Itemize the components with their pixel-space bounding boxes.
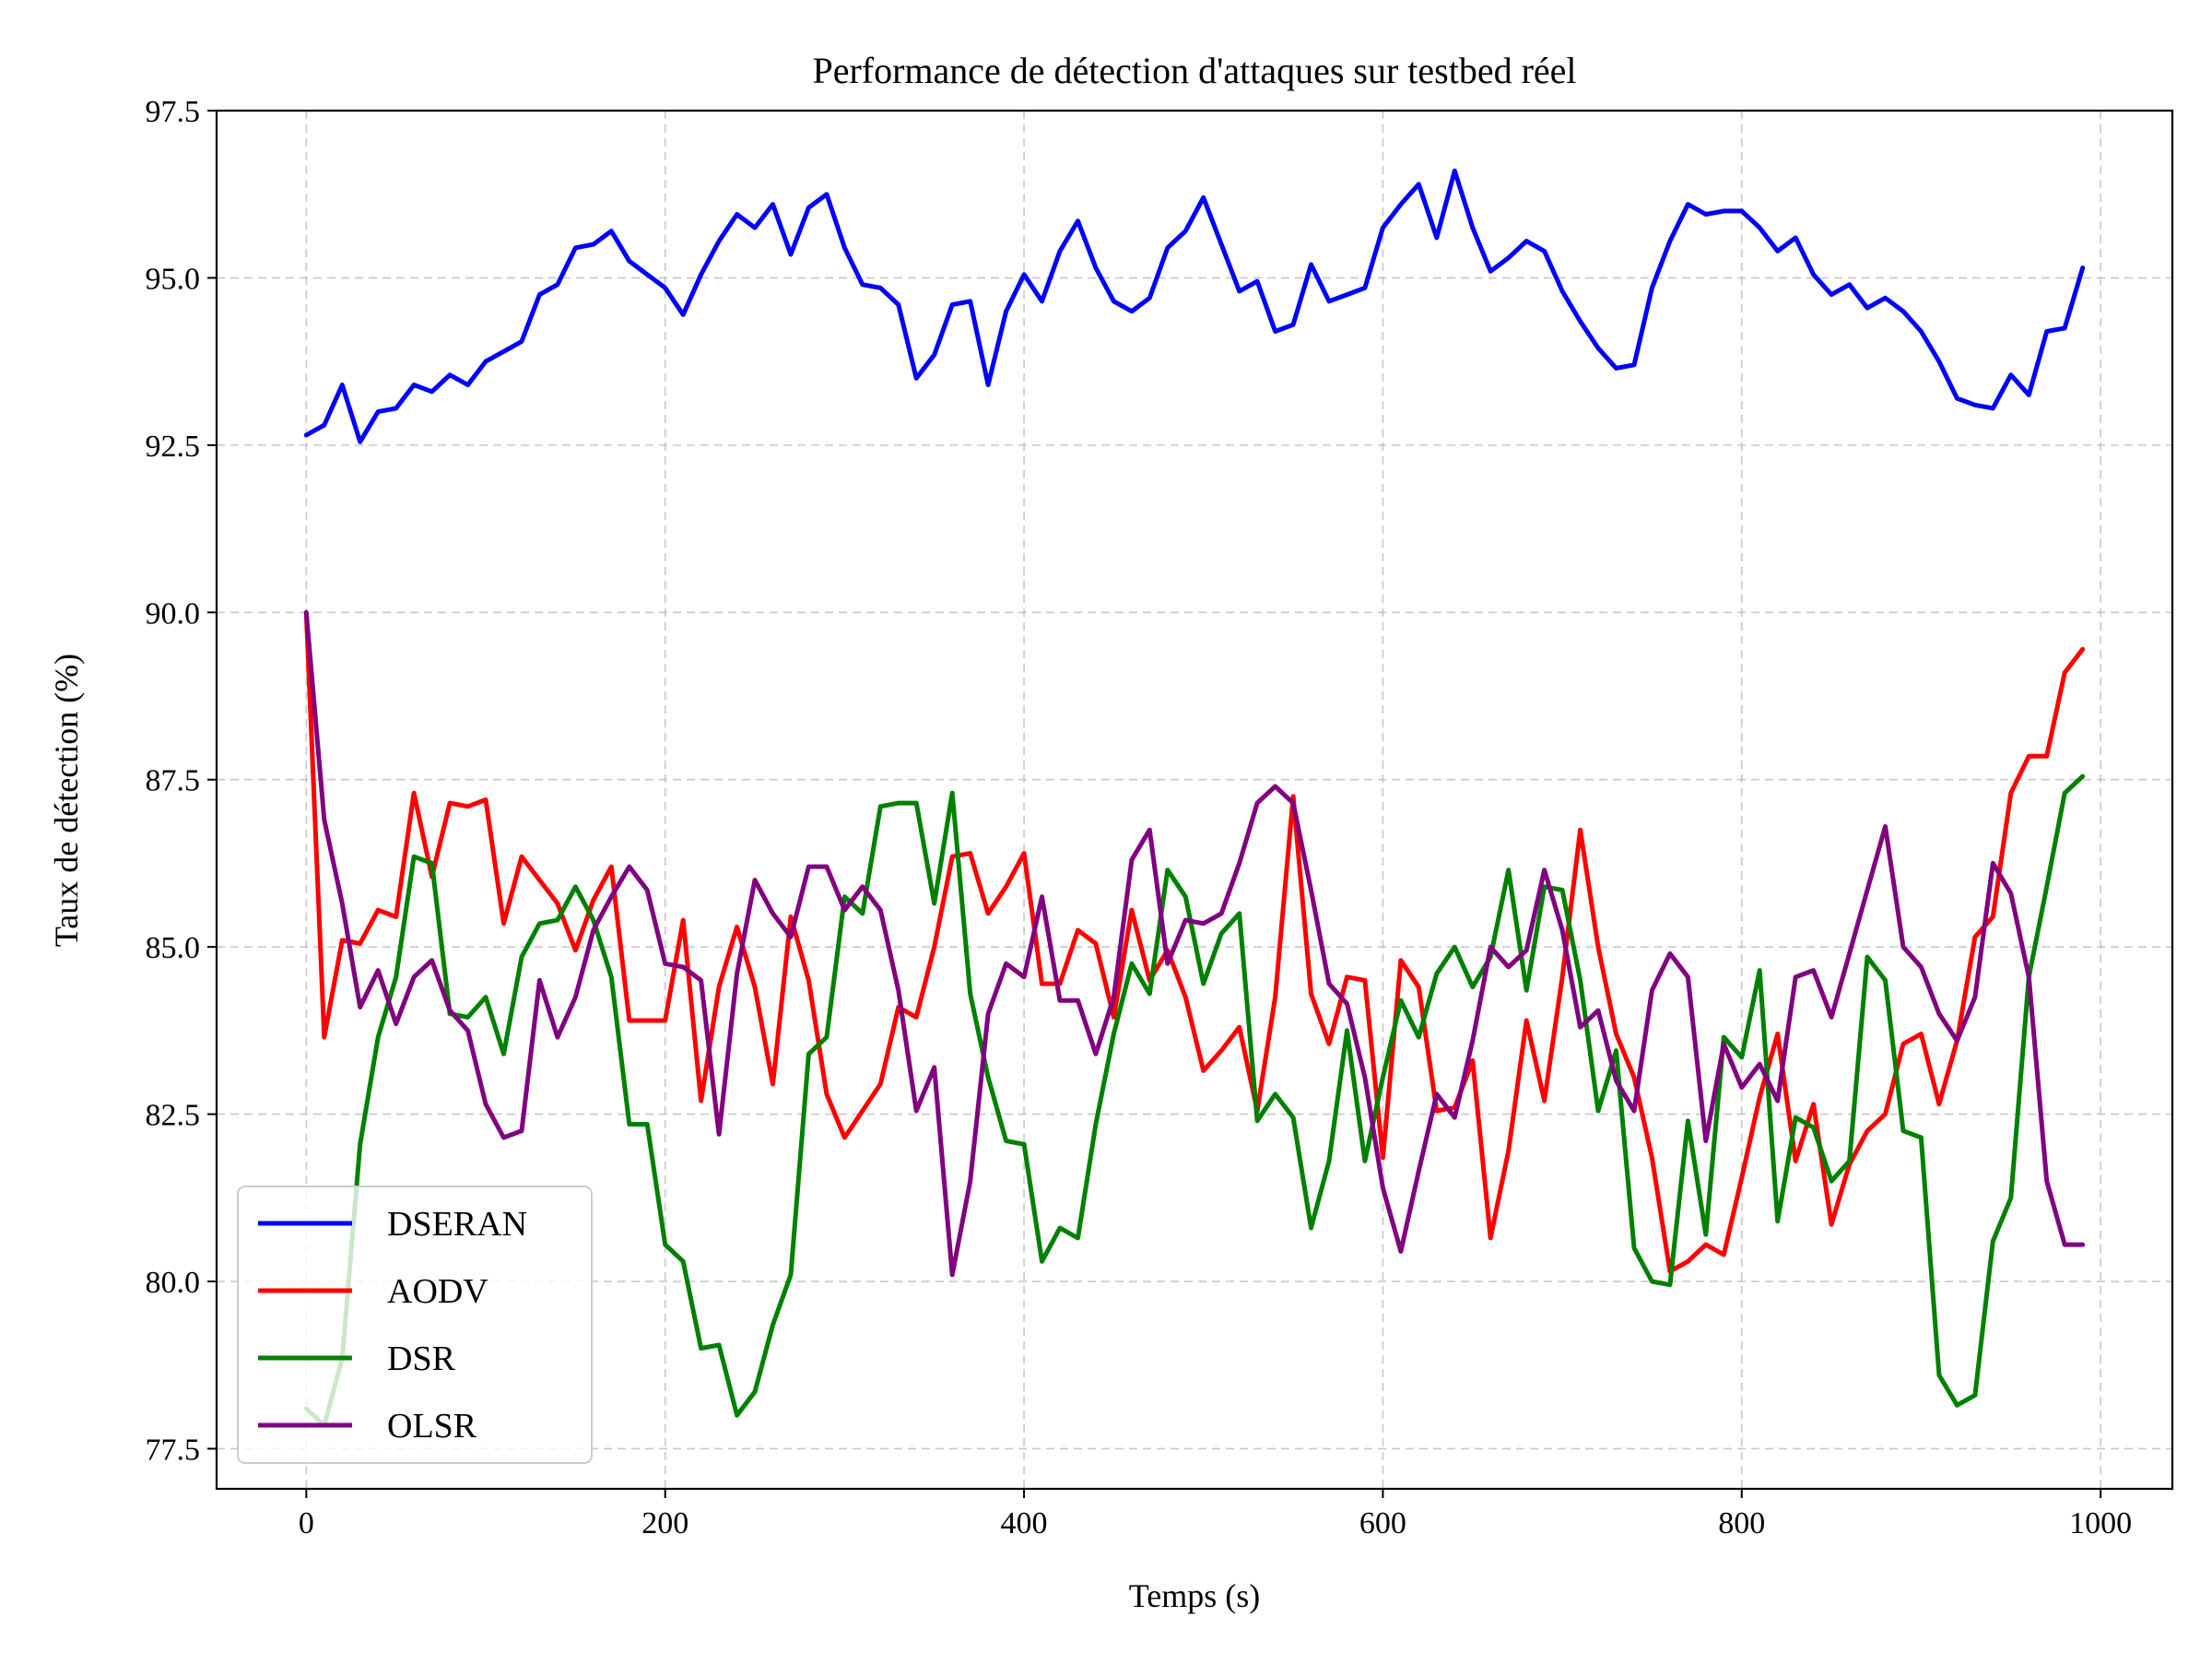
legend: DSERAN AODV DSR OLSR bbox=[237, 1186, 593, 1464]
x-tick-label: 400 bbox=[1001, 1506, 1048, 1540]
y-tick-label: 85.0 bbox=[146, 931, 201, 965]
y-tick-label: 80.0 bbox=[146, 1266, 201, 1300]
series-line-aodv bbox=[303, 609, 2086, 1274]
y-tick-label: 92.5 bbox=[146, 430, 201, 464]
legend-box bbox=[237, 1186, 593, 1464]
y-tick-label: 87.5 bbox=[146, 764, 201, 798]
x-tick-label: 800 bbox=[1718, 1506, 1765, 1540]
plot-frame bbox=[215, 109, 2174, 1491]
y-tick-label: 97.5 bbox=[146, 95, 201, 129]
axes: 0 200 400 600 800 1000 77.5 80.0 82.5 85.0 87.5 90.… bbox=[146, 95, 2133, 1540]
y-tick-label: 77.5 bbox=[146, 1433, 201, 1467]
x-tick-label: 200 bbox=[641, 1506, 688, 1540]
chart-title: Performance de détection d'attaques sur … bbox=[812, 50, 1576, 91]
y-axis-label: Taux de détection (%) bbox=[48, 654, 85, 947]
series-line-dseran bbox=[303, 168, 2086, 444]
series-line-dsr bbox=[303, 773, 2086, 1428]
y-tick-label: 95.0 bbox=[146, 262, 201, 296]
series-lines bbox=[303, 168, 2086, 1428]
legend-label: DSR bbox=[387, 1339, 456, 1378]
legend-label: DSERAN bbox=[387, 1205, 527, 1244]
legend-label: OLSR bbox=[387, 1407, 477, 1446]
x-tick-label: 1000 bbox=[2069, 1506, 2132, 1540]
y-tick-label: 82.5 bbox=[146, 1099, 201, 1133]
x-tick-label: 0 bbox=[299, 1506, 314, 1540]
x-tick-label: 600 bbox=[1359, 1506, 1406, 1540]
y-tick-label: 90.0 bbox=[146, 596, 201, 631]
series-line-olsr bbox=[303, 609, 2086, 1278]
legend-label: AODV bbox=[387, 1272, 488, 1311]
x-axis-label: Temps (s) bbox=[1129, 1577, 1260, 1614]
